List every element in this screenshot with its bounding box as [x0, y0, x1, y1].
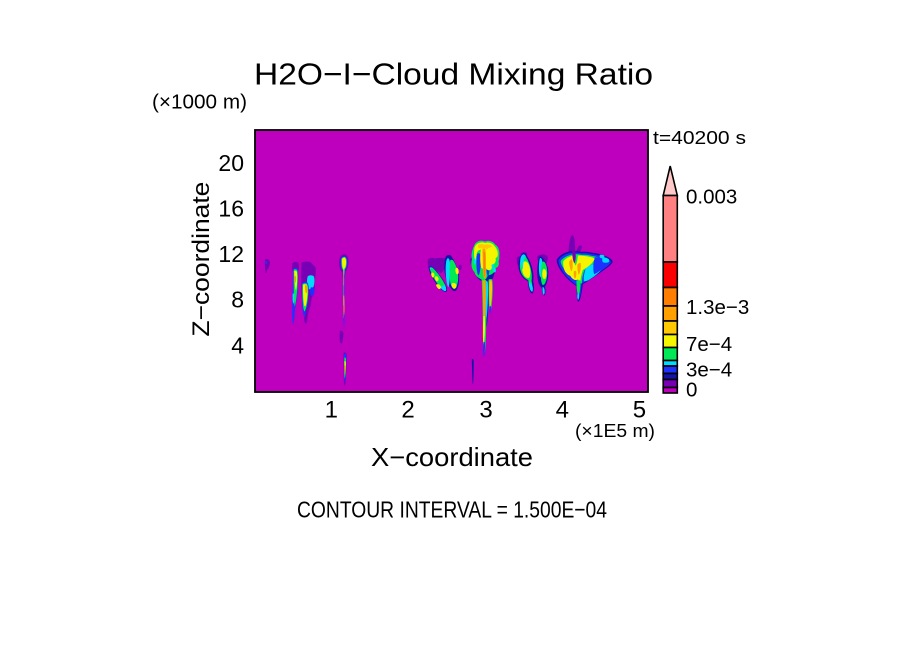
svg-text:1: 1 [325, 397, 338, 424]
svg-text:0: 0 [686, 379, 697, 402]
svg-text:3e−4: 3e−4 [686, 359, 732, 382]
svg-text:2: 2 [401, 397, 414, 424]
svg-text:(×1E5 m): (×1E5 m) [575, 421, 655, 441]
svg-text:16: 16 [218, 196, 244, 222]
svg-text:4: 4 [556, 397, 569, 424]
svg-text:X−coordinate: X−coordinate [371, 442, 533, 472]
svg-text:12: 12 [218, 241, 244, 267]
svg-text:0.003: 0.003 [686, 186, 737, 209]
svg-text:20: 20 [218, 150, 244, 176]
svg-text:1.3e−3: 1.3e−3 [686, 296, 749, 319]
svg-text:7e−4: 7e−4 [686, 333, 732, 356]
svg-text:3: 3 [479, 397, 492, 424]
svg-text:4: 4 [231, 333, 244, 359]
svg-text:5: 5 [633, 397, 646, 424]
svg-text:8: 8 [231, 287, 244, 313]
svg-text:t=40200 s: t=40200 s [653, 128, 746, 148]
svg-text:(×1000 m): (×1000 m) [152, 92, 247, 114]
svg-text:Z−coordinate: Z−coordinate [188, 182, 215, 337]
svg-text:CONTOUR INTERVAL = 1.500E−04: CONTOUR INTERVAL = 1.500E−04 [297, 497, 607, 523]
svg-text:H2O−I−Cloud Mixing Ratio: H2O−I−Cloud Mixing Ratio [254, 57, 653, 92]
